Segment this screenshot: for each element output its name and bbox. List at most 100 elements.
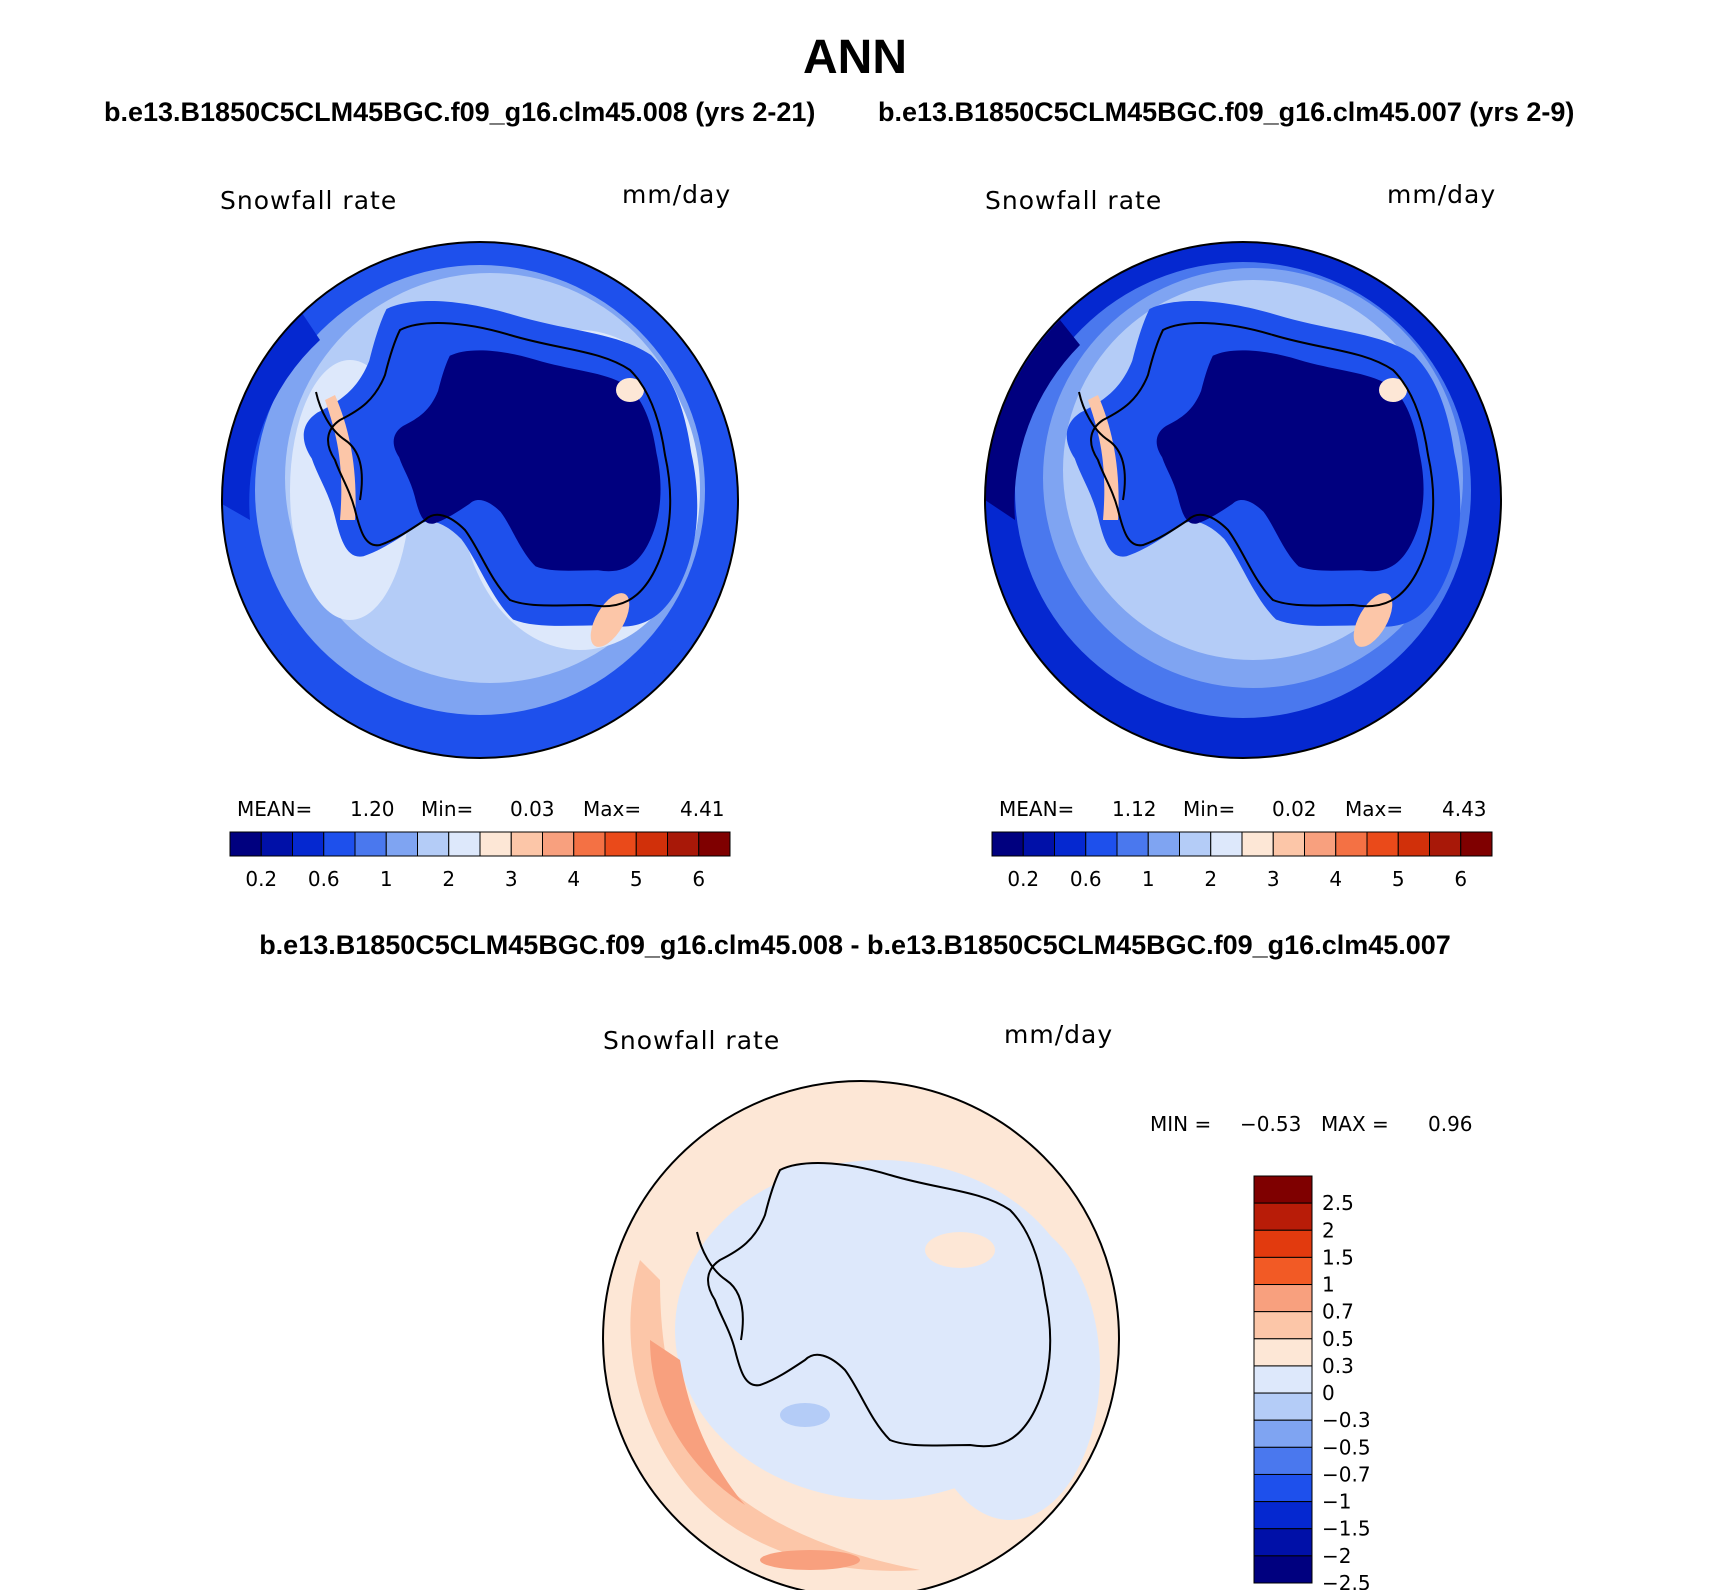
panel-2-colorbar-swatch — [1116, 831, 1149, 857]
difference-colorbar-tick-label: 0.5 — [1322, 1327, 1354, 1351]
panel-1-map — [222, 242, 738, 758]
panel-2-variable: Snowfall rate — [985, 186, 1163, 215]
difference-colorbar-tick-label: 0.3 — [1322, 1354, 1354, 1378]
panel-1-mean-label: MEAN= — [237, 797, 313, 821]
difference-colorbar-swatch — [1253, 1229, 1313, 1258]
difference-variable: Snowfall rate — [603, 1026, 781, 1055]
panel-1-units: mm/day — [622, 180, 732, 209]
panel-2-colorbar-tick-label: 0.2 — [1007, 867, 1039, 891]
difference-colorbar-tick-label: −1 — [1322, 1490, 1351, 1514]
panel-1-colorbar-tick-label: 4 — [567, 867, 580, 891]
panel-2-max-label: Max= — [1345, 797, 1404, 821]
panel-2-colorbar-swatch — [1272, 831, 1305, 857]
difference-colorbar-tick-label: −0.7 — [1322, 1462, 1371, 1486]
panel-2-colorbar-swatch — [1210, 831, 1243, 857]
panel-1-mean-value: 1.20 — [350, 797, 395, 821]
panel-2-colorbar-tick-label: 1 — [1142, 867, 1155, 891]
difference-map — [603, 1081, 1119, 1590]
panel-2-colorbar-swatch — [1085, 831, 1118, 857]
difference-colorbar-tick-label: 2 — [1322, 1218, 1335, 1242]
panel-1-colorbar-swatch — [385, 831, 418, 857]
panel-1-variable: Snowfall rate — [220, 186, 398, 215]
difference-max-value: 0.96 — [1428, 1112, 1473, 1136]
panel-2-mean-value: 1.12 — [1112, 797, 1157, 821]
panel-1-min-value: 0.03 — [510, 797, 555, 821]
panel-2-min-label: Min= — [1183, 797, 1236, 821]
difference-colorbar-tick-label: 0 — [1322, 1381, 1335, 1405]
difference-colorbar-swatch — [1253, 1419, 1313, 1448]
panel-2-colorbar-tick-label: 5 — [1392, 867, 1405, 891]
panel-2-colorbar-swatch — [1366, 831, 1399, 857]
difference-colorbar-swatch — [1253, 1175, 1313, 1204]
panel-2-colorbar: 0.2 0.6 1 2 3 4 5 6 — [991, 831, 1493, 891]
panel-1-colorbar-tick-label: 1 — [380, 867, 393, 891]
panel-2-colorbar-swatch — [1054, 831, 1087, 857]
difference-colorbar-swatch — [1253, 1284, 1313, 1313]
panel-1-colorbar-tick-label: 0.2 — [245, 867, 277, 891]
panel-2-colorbar-swatch — [1304, 831, 1337, 857]
panel-2-units: mm/day — [1387, 180, 1497, 209]
difference-colorbar-tick-label: 2.5 — [1322, 1191, 1354, 1215]
panel-1-colorbar-tick-label: 0.6 — [308, 867, 340, 891]
panel-1-colorbar-swatch — [510, 831, 543, 857]
difference-colorbar-swatch — [1253, 1528, 1313, 1557]
panel-2-min-value: 0.02 — [1272, 797, 1317, 821]
panel-1-colorbar-tick-label: 5 — [630, 867, 643, 891]
panel-2-colorbar-tick-label: 4 — [1329, 867, 1342, 891]
difference-colorbar-swatch — [1253, 1446, 1313, 1475]
panel-2-colorbar-swatch — [1179, 831, 1212, 857]
difference-colorbar-swatch — [1253, 1202, 1313, 1231]
panel-1-colorbar-swatch — [354, 831, 387, 857]
panel-1-colorbar-tick-label: 6 — [692, 867, 705, 891]
panel-2-colorbar-swatch — [1460, 831, 1493, 857]
difference-colorbar-swatch — [1253, 1338, 1313, 1367]
panel-1-title: b.e13.B1850C5CLM45BGC.f09_g16.clm45.008 … — [104, 97, 816, 127]
panel-2-colorbar-tick-label: 2 — [1204, 867, 1217, 891]
panel-1-colorbar-swatch — [260, 831, 293, 857]
difference-colorbar-swatch — [1253, 1555, 1313, 1584]
panel-2-colorbar-swatch — [1335, 831, 1368, 857]
difference-colorbar-tick-label: 1.5 — [1322, 1245, 1354, 1269]
panel-1-colorbar-swatch — [323, 831, 356, 857]
panel-2-colorbar-tick-label: 6 — [1454, 867, 1467, 891]
panel-2-colorbar-swatch — [1429, 831, 1462, 857]
panel-2-mean-label: MEAN= — [999, 797, 1075, 821]
panel-1-colorbar-swatch — [542, 831, 575, 857]
difference-title: b.e13.B1850C5CLM45BGC.f09_g16.clm45.008 … — [259, 930, 1451, 960]
panel-2-colorbar-swatch — [1397, 831, 1430, 857]
difference-min-value: −0.53 — [1240, 1112, 1302, 1136]
panel-1-min-label: Min= — [421, 797, 474, 821]
panel-2-max-value: 4.43 — [1442, 797, 1487, 821]
difference-colorbar-swatch — [1253, 1311, 1313, 1340]
panel-1-colorbar-swatch — [448, 831, 481, 857]
difference-colorbar: 2.5 2 1.5 1 0.7 0.5 0.3 0 −0.3 −0.5 −0.7 −1 −1.5 −2 −2… — [1253, 1175, 1371, 1590]
difference-colorbar-tick-label: −2 — [1322, 1544, 1351, 1568]
difference-colorbar-swatch — [1253, 1501, 1313, 1530]
panel-2-colorbar-swatch — [1147, 831, 1180, 857]
difference-max-label: MAX = — [1321, 1112, 1389, 1136]
panel-1-colorbar-swatch — [573, 831, 606, 857]
difference-colorbar-tick-label: 0.7 — [1322, 1300, 1354, 1324]
difference-colorbar-tick-label: −0.3 — [1322, 1408, 1371, 1432]
panel-1-colorbar-tick-label: 2 — [442, 867, 455, 891]
panel-2-map — [985, 242, 1501, 758]
panel-1-colorbar-swatch — [604, 831, 637, 857]
difference-colorbar-tick-label: −0.5 — [1322, 1435, 1371, 1459]
difference-units: mm/day — [1004, 1020, 1114, 1049]
main-title: ANN — [803, 31, 907, 84]
panel-2-colorbar-swatch — [1022, 831, 1055, 857]
panel-2-colorbar-swatch — [991, 831, 1024, 857]
difference-colorbar-swatch — [1253, 1256, 1313, 1286]
panel-1-max-value: 4.41 — [680, 797, 725, 821]
panel-1-colorbar: 0.2 0.6 1 2 3 4 5 6 — [229, 831, 731, 891]
panel-1-colorbar-swatch — [667, 831, 700, 857]
difference-min-label: MIN = — [1150, 1112, 1212, 1136]
difference-colorbar-swatch — [1253, 1392, 1313, 1421]
panel-1-colorbar-swatch — [292, 831, 325, 857]
difference-colorbar-tick-label: 1 — [1322, 1273, 1335, 1297]
difference-colorbar-tick-label: −2.5 — [1322, 1571, 1371, 1590]
panel-1-colorbar-swatch — [229, 831, 262, 857]
difference-colorbar-swatch — [1253, 1473, 1313, 1503]
panel-1-colorbar-swatch — [635, 831, 668, 857]
panel-2-colorbar-swatch — [1241, 831, 1274, 857]
